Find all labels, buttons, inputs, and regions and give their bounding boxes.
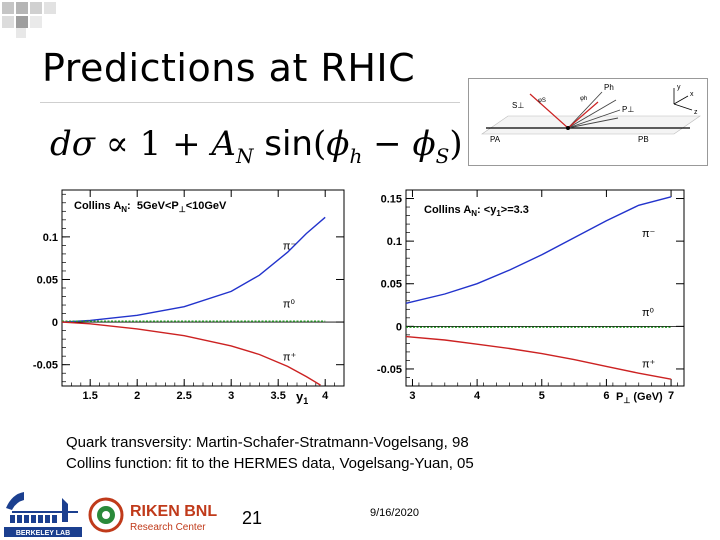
chart-right-collins-vs-pperp: 3 4 5 6 7 -0.05 0 0.05 0.1 0.15 π⁻ π⁰ π⁺ Collins AN… <box>377 189 685 405</box>
formula-open: ( <box>312 124 327 164</box>
caption-line-collins: Collins function: fit to the HERMES data… <box>66 455 474 472</box>
x-tick-label: 1.5 <box>83 390 98 402</box>
formula-coef: A <box>211 124 236 164</box>
formula-lhs: dσ <box>50 124 95 164</box>
x-tick-label: 2.5 <box>177 390 192 402</box>
formula-plus: + <box>172 124 201 164</box>
y-tick-label: -0.05 <box>33 360 58 372</box>
chart-left-xlabel: y1 <box>296 389 308 406</box>
formula-func: sin <box>264 124 313 164</box>
inset-label-phi-s: φS <box>538 98 546 104</box>
inset-label-x: x <box>690 91 694 98</box>
formula-minus: − <box>373 124 402 164</box>
series-label: π⁺ <box>642 358 656 370</box>
y-tick-label: 0.1 <box>43 232 58 244</box>
inset-label-z: z <box>694 109 698 116</box>
corner-squares-decoration <box>2 2 56 38</box>
x-tick-label: 4 <box>474 390 481 402</box>
x-tick-label: 7 <box>668 390 674 402</box>
x-tick-label: 3 <box>409 390 415 402</box>
caption: Quark transversity: Martin-Schafer-Strat… <box>66 432 474 474</box>
formula-phi-s-sub: S <box>435 143 450 168</box>
formula-phi-h-sub: h <box>349 143 363 168</box>
y-tick-label: 0.15 <box>381 194 402 206</box>
collins-formula: dσ ∝ 1 + AN sin(ϕh − ϕS) <box>50 124 463 168</box>
slide-title: Predictions at RHIC <box>42 46 416 90</box>
series-label: π⁰ <box>642 307 655 319</box>
inset-label-phi-h: φh <box>580 96 587 102</box>
series-line-pi-minus <box>405 196 672 304</box>
berkeley-lab-logo: BERKELEY LAB <box>4 492 82 537</box>
page-number: 21 <box>242 508 263 528</box>
riken-logo-sub-text: Research Center <box>130 522 206 533</box>
formula-relation: ∝ <box>105 124 129 164</box>
x-tick-label: 6 <box>603 390 609 402</box>
chart-right-frame <box>405 189 685 387</box>
series-label: π⁻ <box>283 241 297 253</box>
inset-label-pa: PA <box>490 135 501 144</box>
formula-phi-s: ϕ <box>412 124 436 164</box>
kinematics-inset-diagram: S⊥ φS φh Ph P⊥ PA PB y x z <box>468 78 708 166</box>
y-tick-label: 0.05 <box>381 279 402 291</box>
x-tick-label: 3.5 <box>271 390 286 402</box>
caption-line-transversity: Quark transversity: Martin-Schafer-Strat… <box>66 434 469 451</box>
series-label: π⁺ <box>283 351 297 363</box>
inset-label-y: y <box>677 84 681 91</box>
x-tick-label: 4 <box>322 390 329 402</box>
x-tick-label: 2 <box>134 390 140 402</box>
y-tick-label: 0.1 <box>387 236 402 248</box>
chart-left-title: Collins AN: 5GeV<P⊥<10GeV <box>74 200 227 214</box>
y-tick-label: 0.05 <box>37 274 58 286</box>
chart-left-frame <box>61 189 345 387</box>
series-line-pi-plus <box>405 335 672 380</box>
inset-label-pb: PB <box>638 135 649 144</box>
riken-logo-main-text: RIKEN BNL <box>130 503 217 520</box>
inset-label-pperp: P⊥ <box>622 105 634 114</box>
berkeley-logo-text: BERKELEY LAB <box>16 530 70 537</box>
inset-label-ph: Ph <box>604 83 614 92</box>
series-line-pi-minus <box>61 216 326 323</box>
title-divider <box>40 102 460 103</box>
series-label: π⁰ <box>283 299 296 311</box>
formula-phi-h: ϕ <box>326 124 350 164</box>
formula-coef-sub: N <box>235 143 254 168</box>
y-tick-label: 0 <box>52 317 58 329</box>
riken-bnl-logo: RIKEN BNL Research Center <box>88 497 217 533</box>
formula-close: ) <box>449 124 463 164</box>
chart-right-title: Collins AN: <y1>=3.3 <box>424 204 529 218</box>
inset-label-s-perp: S⊥ <box>512 101 524 110</box>
series-line-pi-plus <box>61 321 321 386</box>
chart-left-collins-vs-y: 1.5 2 2.5 3 3.5 4 -0.05 0 0.05 0.1 π⁻ π⁰ π⁺ Collins… <box>33 189 345 406</box>
x-tick-label: 3 <box>228 390 234 402</box>
y-tick-label: -0.05 <box>377 364 402 376</box>
chart-right-xlabel: P⊥ (GeV) <box>616 391 663 405</box>
series-label: π⁻ <box>642 228 656 240</box>
formula-one: 1 <box>139 124 162 164</box>
y-tick-label: 0 <box>396 321 402 333</box>
slide-date: 9/16/2020 <box>370 507 419 519</box>
x-tick-label: 5 <box>539 390 545 402</box>
